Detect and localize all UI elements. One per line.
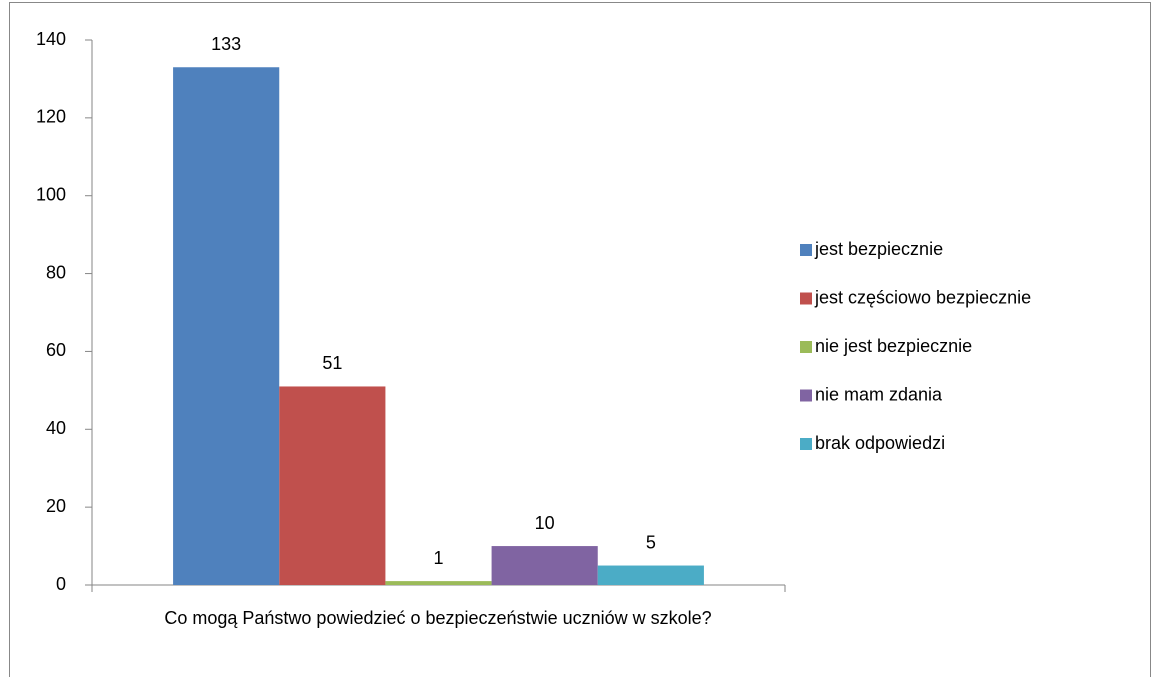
legend-swatch — [800, 244, 812, 256]
chart-border — [9, 2, 1151, 677]
legend-swatch — [800, 389, 812, 402]
y-tick-label: 20 — [46, 496, 66, 516]
y-tick-label: 0 — [56, 574, 66, 594]
y-tick-label: 40 — [46, 418, 66, 438]
legend-swatch — [800, 292, 812, 305]
data-label: 51 — [322, 353, 342, 373]
y-tick-label: 120 — [36, 107, 66, 127]
y-tick-label: 140 — [36, 29, 66, 49]
legend-swatch — [800, 341, 812, 353]
bar — [597, 565, 704, 585]
x-category-label: Co mogą Państwo powiedzieć o bezpieczeńs… — [164, 608, 712, 628]
y-tick-label: 80 — [46, 262, 66, 282]
legend-label: jest częściowo bezpiecznie — [814, 287, 1031, 307]
data-label: 10 — [535, 513, 555, 533]
legend-swatch — [800, 438, 812, 450]
bar — [491, 546, 598, 585]
legend-label: jest bezpiecznie — [814, 239, 943, 259]
y-tick-label: 60 — [46, 340, 66, 360]
bar — [385, 581, 492, 585]
data-label: 5 — [646, 532, 656, 552]
legend-label: brak odpowiedzi — [815, 433, 945, 453]
y-tick-label: 100 — [36, 184, 66, 204]
bar — [173, 67, 280, 585]
legend-label: nie jest bezpiecznie — [815, 336, 972, 356]
data-label: 1 — [433, 548, 443, 568]
bar — [279, 386, 386, 585]
data-label: 133 — [211, 34, 241, 54]
legend-label: nie mam zdania — [815, 384, 943, 404]
